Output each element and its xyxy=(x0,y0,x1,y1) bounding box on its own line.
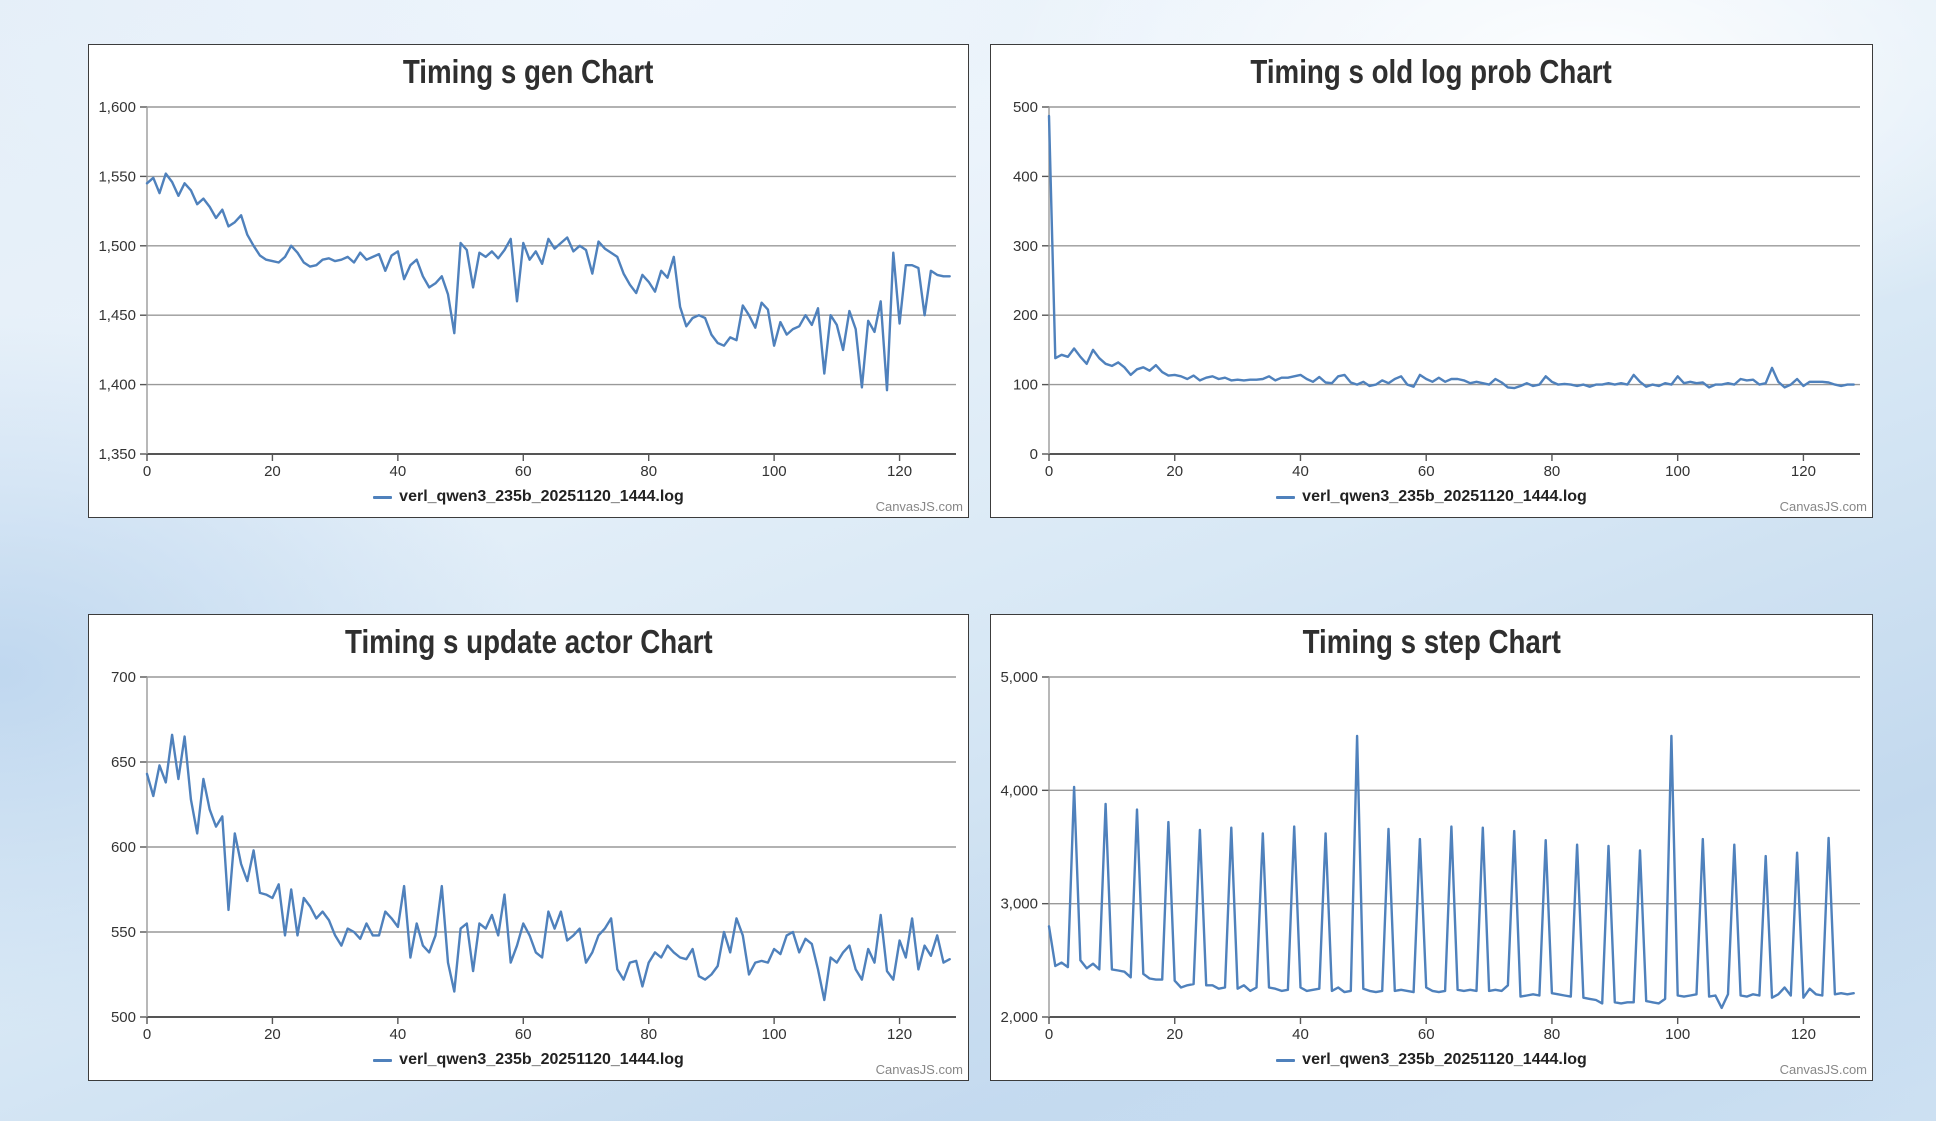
legend: verl_qwen3_235b_20251120_1444.log xyxy=(89,1044,968,1080)
legend: verl_qwen3_235b_20251120_1444.log xyxy=(89,481,968,517)
svg-text:1,350: 1,350 xyxy=(98,446,136,463)
svg-text:20: 20 xyxy=(1166,1026,1183,1043)
svg-text:500: 500 xyxy=(111,1009,136,1026)
svg-text:20: 20 xyxy=(264,1026,281,1043)
svg-text:60: 60 xyxy=(515,463,532,480)
canvasjs-credit-link[interactable]: CanvasJS.com xyxy=(872,1061,966,1078)
legend: verl_qwen3_235b_20251120_1444.log xyxy=(991,1044,1872,1080)
timing-s-old-log-prob-chart-panel: Timing s old log prob Chart 0 100 200 300 40… xyxy=(990,44,1873,518)
svg-text:300: 300 xyxy=(1013,238,1038,255)
svg-text:60: 60 xyxy=(1418,1026,1435,1043)
svg-text:400: 400 xyxy=(1013,168,1038,185)
svg-text:600: 600 xyxy=(111,839,136,856)
line-plot: 1,350 1,400 1,450 1,500 1,550 1,600 0 20 40 60 80 1… xyxy=(98,99,956,480)
svg-text:60: 60 xyxy=(515,1026,532,1043)
legend-line-marker-icon xyxy=(373,495,393,499)
svg-text:3,000: 3,000 xyxy=(1000,896,1038,913)
timing-s-gen-chart-panel: Timing s gen Chart 1,350 1,400 1,450 1,500 1… xyxy=(88,44,969,518)
svg-text:120: 120 xyxy=(887,463,912,480)
chart-title: Timing s old log prob Chart xyxy=(1250,53,1613,90)
svg-text:0: 0 xyxy=(143,463,151,480)
svg-text:0: 0 xyxy=(1030,446,1038,463)
svg-text:80: 80 xyxy=(640,1026,657,1043)
timing-s-step-chart-panel: Timing s step Chart 2,000 3,000 4,000 5,000… xyxy=(990,614,1873,1081)
canvasjs-credit-link[interactable]: CanvasJS.com xyxy=(872,498,966,515)
line-plot: 2,000 3,000 4,000 5,000 0 20 40 60 80 100 120 xyxy=(1000,669,1860,1043)
svg-text:0: 0 xyxy=(1045,463,1053,480)
chart-title: Timing s update actor Chart xyxy=(344,623,713,660)
svg-text:80: 80 xyxy=(1544,1026,1561,1043)
svg-text:100: 100 xyxy=(1665,1026,1690,1043)
svg-text:20: 20 xyxy=(1166,463,1183,480)
svg-text:40: 40 xyxy=(390,1026,407,1043)
svg-text:700: 700 xyxy=(111,669,136,686)
svg-text:1,500: 1,500 xyxy=(98,238,136,255)
svg-text:100: 100 xyxy=(762,463,787,480)
svg-text:80: 80 xyxy=(640,463,657,480)
svg-text:1,450: 1,450 xyxy=(98,307,136,324)
svg-text:1,400: 1,400 xyxy=(98,377,136,394)
chart-title: Timing s step Chart xyxy=(1302,623,1561,660)
svg-text:80: 80 xyxy=(1544,463,1561,480)
svg-text:40: 40 xyxy=(1292,1026,1309,1043)
svg-text:500: 500 xyxy=(1013,99,1038,116)
svg-text:4,000: 4,000 xyxy=(1000,782,1038,799)
svg-text:120: 120 xyxy=(1791,1026,1816,1043)
svg-text:100: 100 xyxy=(1013,377,1038,394)
line-plot: 0 100 200 300 400 500 0 20 40 60 80 100 120 xyxy=(1013,99,1860,480)
canvasjs-credit-link[interactable]: CanvasJS.com xyxy=(1776,498,1870,515)
plot-area: 0 100 200 300 400 500 0 20 40 60 80 100 120 xyxy=(991,99,1872,481)
svg-text:200: 200 xyxy=(1013,307,1038,324)
svg-text:100: 100 xyxy=(1665,463,1690,480)
plot-area: 2,000 3,000 4,000 5,000 0 20 40 60 80 100 120 xyxy=(991,669,1872,1044)
legend-line-marker-icon xyxy=(373,1058,393,1062)
legend: verl_qwen3_235b_20251120_1444.log xyxy=(991,481,1872,517)
legend-label: verl_qwen3_235b_20251120_1444.log xyxy=(1302,488,1587,505)
svg-text:650: 650 xyxy=(111,754,136,771)
legend-label: verl_qwen3_235b_20251120_1444.log xyxy=(399,488,684,505)
legend-label: verl_qwen3_235b_20251120_1444.log xyxy=(399,1051,684,1068)
timing-s-update-actor-chart-panel: Timing s update actor Chart 500 550 600 650… xyxy=(88,614,969,1081)
svg-text:1,600: 1,600 xyxy=(98,99,136,116)
line-plot: 500 550 600 650 700 0 20 40 60 80 100 120 xyxy=(111,669,956,1043)
svg-text:5,000: 5,000 xyxy=(1000,669,1038,686)
svg-text:60: 60 xyxy=(1418,463,1435,480)
svg-text:120: 120 xyxy=(1791,463,1816,480)
plot-area: 500 550 600 650 700 0 20 40 60 80 100 120 xyxy=(89,669,968,1044)
svg-text:40: 40 xyxy=(1292,463,1309,480)
chart-title: Timing s gen Chart xyxy=(403,53,654,90)
svg-text:2,000: 2,000 xyxy=(1000,1009,1038,1026)
svg-text:1,550: 1,550 xyxy=(98,168,136,185)
svg-text:40: 40 xyxy=(390,463,407,480)
svg-text:550: 550 xyxy=(111,924,136,941)
canvasjs-credit-link[interactable]: CanvasJS.com xyxy=(1776,1061,1870,1078)
legend-line-marker-icon xyxy=(1276,1058,1296,1062)
svg-text:0: 0 xyxy=(143,1026,151,1043)
svg-text:100: 100 xyxy=(762,1026,787,1043)
plot-area: 1,350 1,400 1,450 1,500 1,550 1,600 0 20 40 60 80 1… xyxy=(89,99,968,481)
legend-line-marker-icon xyxy=(1276,495,1296,499)
legend-label: verl_qwen3_235b_20251120_1444.log xyxy=(1302,1051,1587,1068)
svg-text:0: 0 xyxy=(1045,1026,1053,1043)
svg-text:20: 20 xyxy=(264,463,281,480)
svg-text:120: 120 xyxy=(887,1026,912,1043)
